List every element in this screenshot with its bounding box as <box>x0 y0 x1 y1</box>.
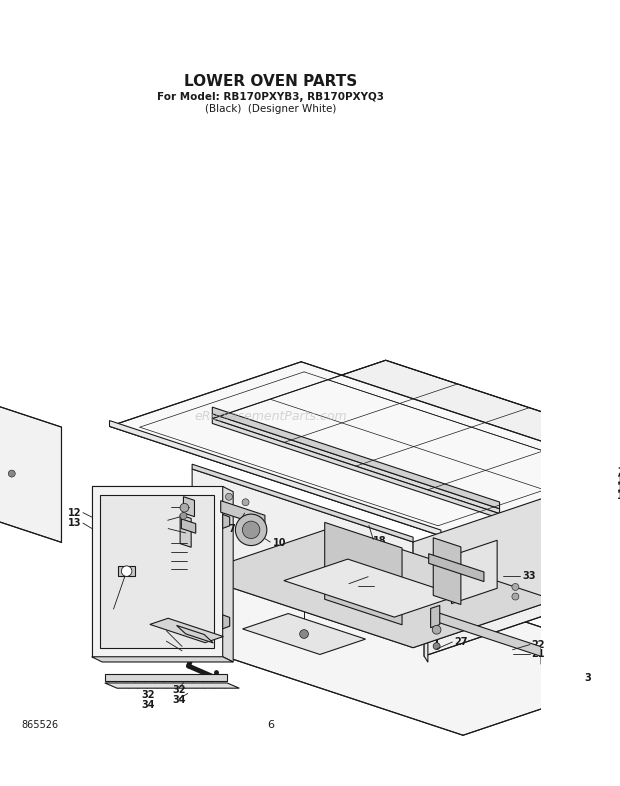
Text: 21: 21 <box>532 649 545 659</box>
Text: 5: 5 <box>162 556 169 566</box>
Polygon shape <box>192 465 413 542</box>
Circle shape <box>512 593 519 600</box>
Polygon shape <box>212 407 500 509</box>
Circle shape <box>242 521 260 538</box>
Text: 28: 28 <box>153 636 166 646</box>
Text: 17: 17 <box>617 490 620 501</box>
Text: 24: 24 <box>107 604 121 614</box>
Polygon shape <box>110 551 620 735</box>
Text: 33: 33 <box>522 571 536 581</box>
Text: 4: 4 <box>162 547 169 557</box>
Polygon shape <box>433 538 461 604</box>
Polygon shape <box>180 515 191 547</box>
Polygon shape <box>428 553 484 582</box>
Polygon shape <box>110 421 441 536</box>
Polygon shape <box>110 362 620 536</box>
Text: 32: 32 <box>142 690 155 700</box>
Polygon shape <box>0 395 61 542</box>
Polygon shape <box>118 566 135 576</box>
Text: eReplacementParts.com: eReplacementParts.com <box>195 410 347 423</box>
Text: 35: 35 <box>156 502 170 512</box>
Polygon shape <box>223 487 233 662</box>
Circle shape <box>242 499 249 505</box>
Text: 14: 14 <box>156 564 169 575</box>
Text: 18: 18 <box>373 536 387 546</box>
Text: 30: 30 <box>153 523 166 534</box>
Text: 10: 10 <box>273 538 286 548</box>
Polygon shape <box>413 494 554 648</box>
Text: 6: 6 <box>162 538 169 549</box>
Text: 25: 25 <box>617 467 620 477</box>
Polygon shape <box>451 540 497 604</box>
Polygon shape <box>242 614 366 655</box>
Circle shape <box>8 470 16 477</box>
Circle shape <box>236 514 267 545</box>
Text: For Model: RB170PXYB3, RB170PXYQ3: For Model: RB170PXYB3, RB170PXYQ3 <box>157 92 384 101</box>
Polygon shape <box>100 495 214 648</box>
Polygon shape <box>92 487 223 657</box>
Circle shape <box>122 566 132 576</box>
Text: 20: 20 <box>375 581 389 591</box>
Text: 6: 6 <box>267 721 274 730</box>
Text: 13: 13 <box>68 518 81 528</box>
Polygon shape <box>177 626 213 643</box>
Polygon shape <box>325 523 402 625</box>
Text: 34: 34 <box>142 700 155 710</box>
Polygon shape <box>431 605 440 628</box>
Text: 7: 7 <box>228 523 235 534</box>
Text: 16: 16 <box>617 483 620 493</box>
Text: 865526: 865526 <box>22 721 59 730</box>
Circle shape <box>226 494 232 500</box>
Circle shape <box>180 503 188 512</box>
Circle shape <box>299 630 308 638</box>
Text: 19: 19 <box>617 475 620 485</box>
Polygon shape <box>184 497 195 516</box>
Text: 12: 12 <box>68 508 81 518</box>
Text: 27: 27 <box>454 637 467 647</box>
Polygon shape <box>424 465 620 656</box>
Text: 3: 3 <box>584 674 591 683</box>
Polygon shape <box>212 414 500 518</box>
Polygon shape <box>223 514 229 528</box>
Text: 23: 23 <box>371 571 384 582</box>
Polygon shape <box>182 519 196 533</box>
Polygon shape <box>105 683 239 689</box>
Text: 15: 15 <box>153 516 166 525</box>
Text: 29: 29 <box>153 626 166 636</box>
Polygon shape <box>435 612 546 658</box>
Polygon shape <box>192 527 554 648</box>
Circle shape <box>180 512 187 520</box>
Text: LOWER OVEN PARTS: LOWER OVEN PARTS <box>184 74 357 90</box>
Polygon shape <box>92 657 233 662</box>
Polygon shape <box>212 360 620 513</box>
Polygon shape <box>424 541 428 663</box>
Text: (Black)  (Designer White): (Black) (Designer White) <box>205 104 337 114</box>
Text: 34: 34 <box>172 696 186 705</box>
Polygon shape <box>150 619 223 643</box>
Polygon shape <box>221 501 265 527</box>
Circle shape <box>432 626 441 634</box>
Polygon shape <box>284 559 458 617</box>
Text: 22: 22 <box>532 640 545 649</box>
Polygon shape <box>541 642 550 664</box>
Polygon shape <box>223 615 229 629</box>
Circle shape <box>433 643 440 649</box>
Text: 32: 32 <box>172 685 186 695</box>
Circle shape <box>512 583 519 590</box>
Polygon shape <box>192 469 413 648</box>
Polygon shape <box>105 674 227 681</box>
